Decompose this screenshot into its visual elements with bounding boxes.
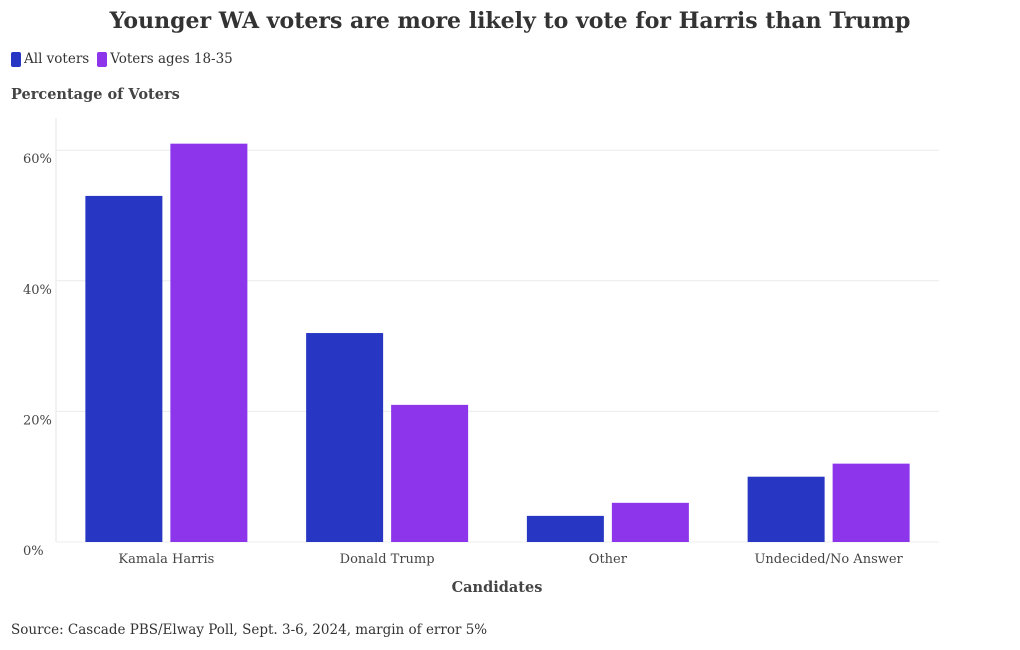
y-axis-title: Percentage of Voters <box>11 86 180 103</box>
bar-young-voters <box>391 404 469 542</box>
y-tick-label: 0% <box>23 544 44 559</box>
x-tick-label: Kamala Harris <box>118 552 214 567</box>
y-tick-label: 40% <box>23 283 52 298</box>
legend-label-all-voters: All voters <box>24 51 90 67</box>
legend-swatch-all-voters <box>11 51 21 67</box>
legend-item-young-voters[interactable]: Voters ages 18-35 <box>97 51 233 67</box>
x-tick-label: Undecided/No Answer <box>754 552 903 567</box>
bar-all-voters <box>85 195 163 542</box>
x-tick-label: Other <box>589 552 628 567</box>
legend-item-all-voters[interactable]: All voters <box>11 51 89 67</box>
bar-young-voters <box>611 502 689 542</box>
chart-title: Younger WA voters are more likely to vot… <box>109 8 911 34</box>
y-tick-label: 20% <box>23 413 52 428</box>
source-note: Source: Cascade PBS/Elway Poll, Sept. 3-… <box>11 622 488 638</box>
x-axis-title: Candidates <box>451 579 543 596</box>
x-tick-label: Donald Trump <box>340 552 435 567</box>
bar-young-voters <box>832 463 910 542</box>
bar-all-voters <box>747 476 825 542</box>
bar-young-voters <box>170 143 248 543</box>
y-tick-label: 60% <box>23 152 52 167</box>
bar-all-voters <box>526 515 604 542</box>
legend: All voters Voters ages 18-35 <box>11 51 241 67</box>
bar-all-voters <box>306 333 384 542</box>
legend-swatch-young-voters <box>97 51 108 67</box>
legend-label-young-voters: Voters ages 18-35 <box>110 51 233 67</box>
